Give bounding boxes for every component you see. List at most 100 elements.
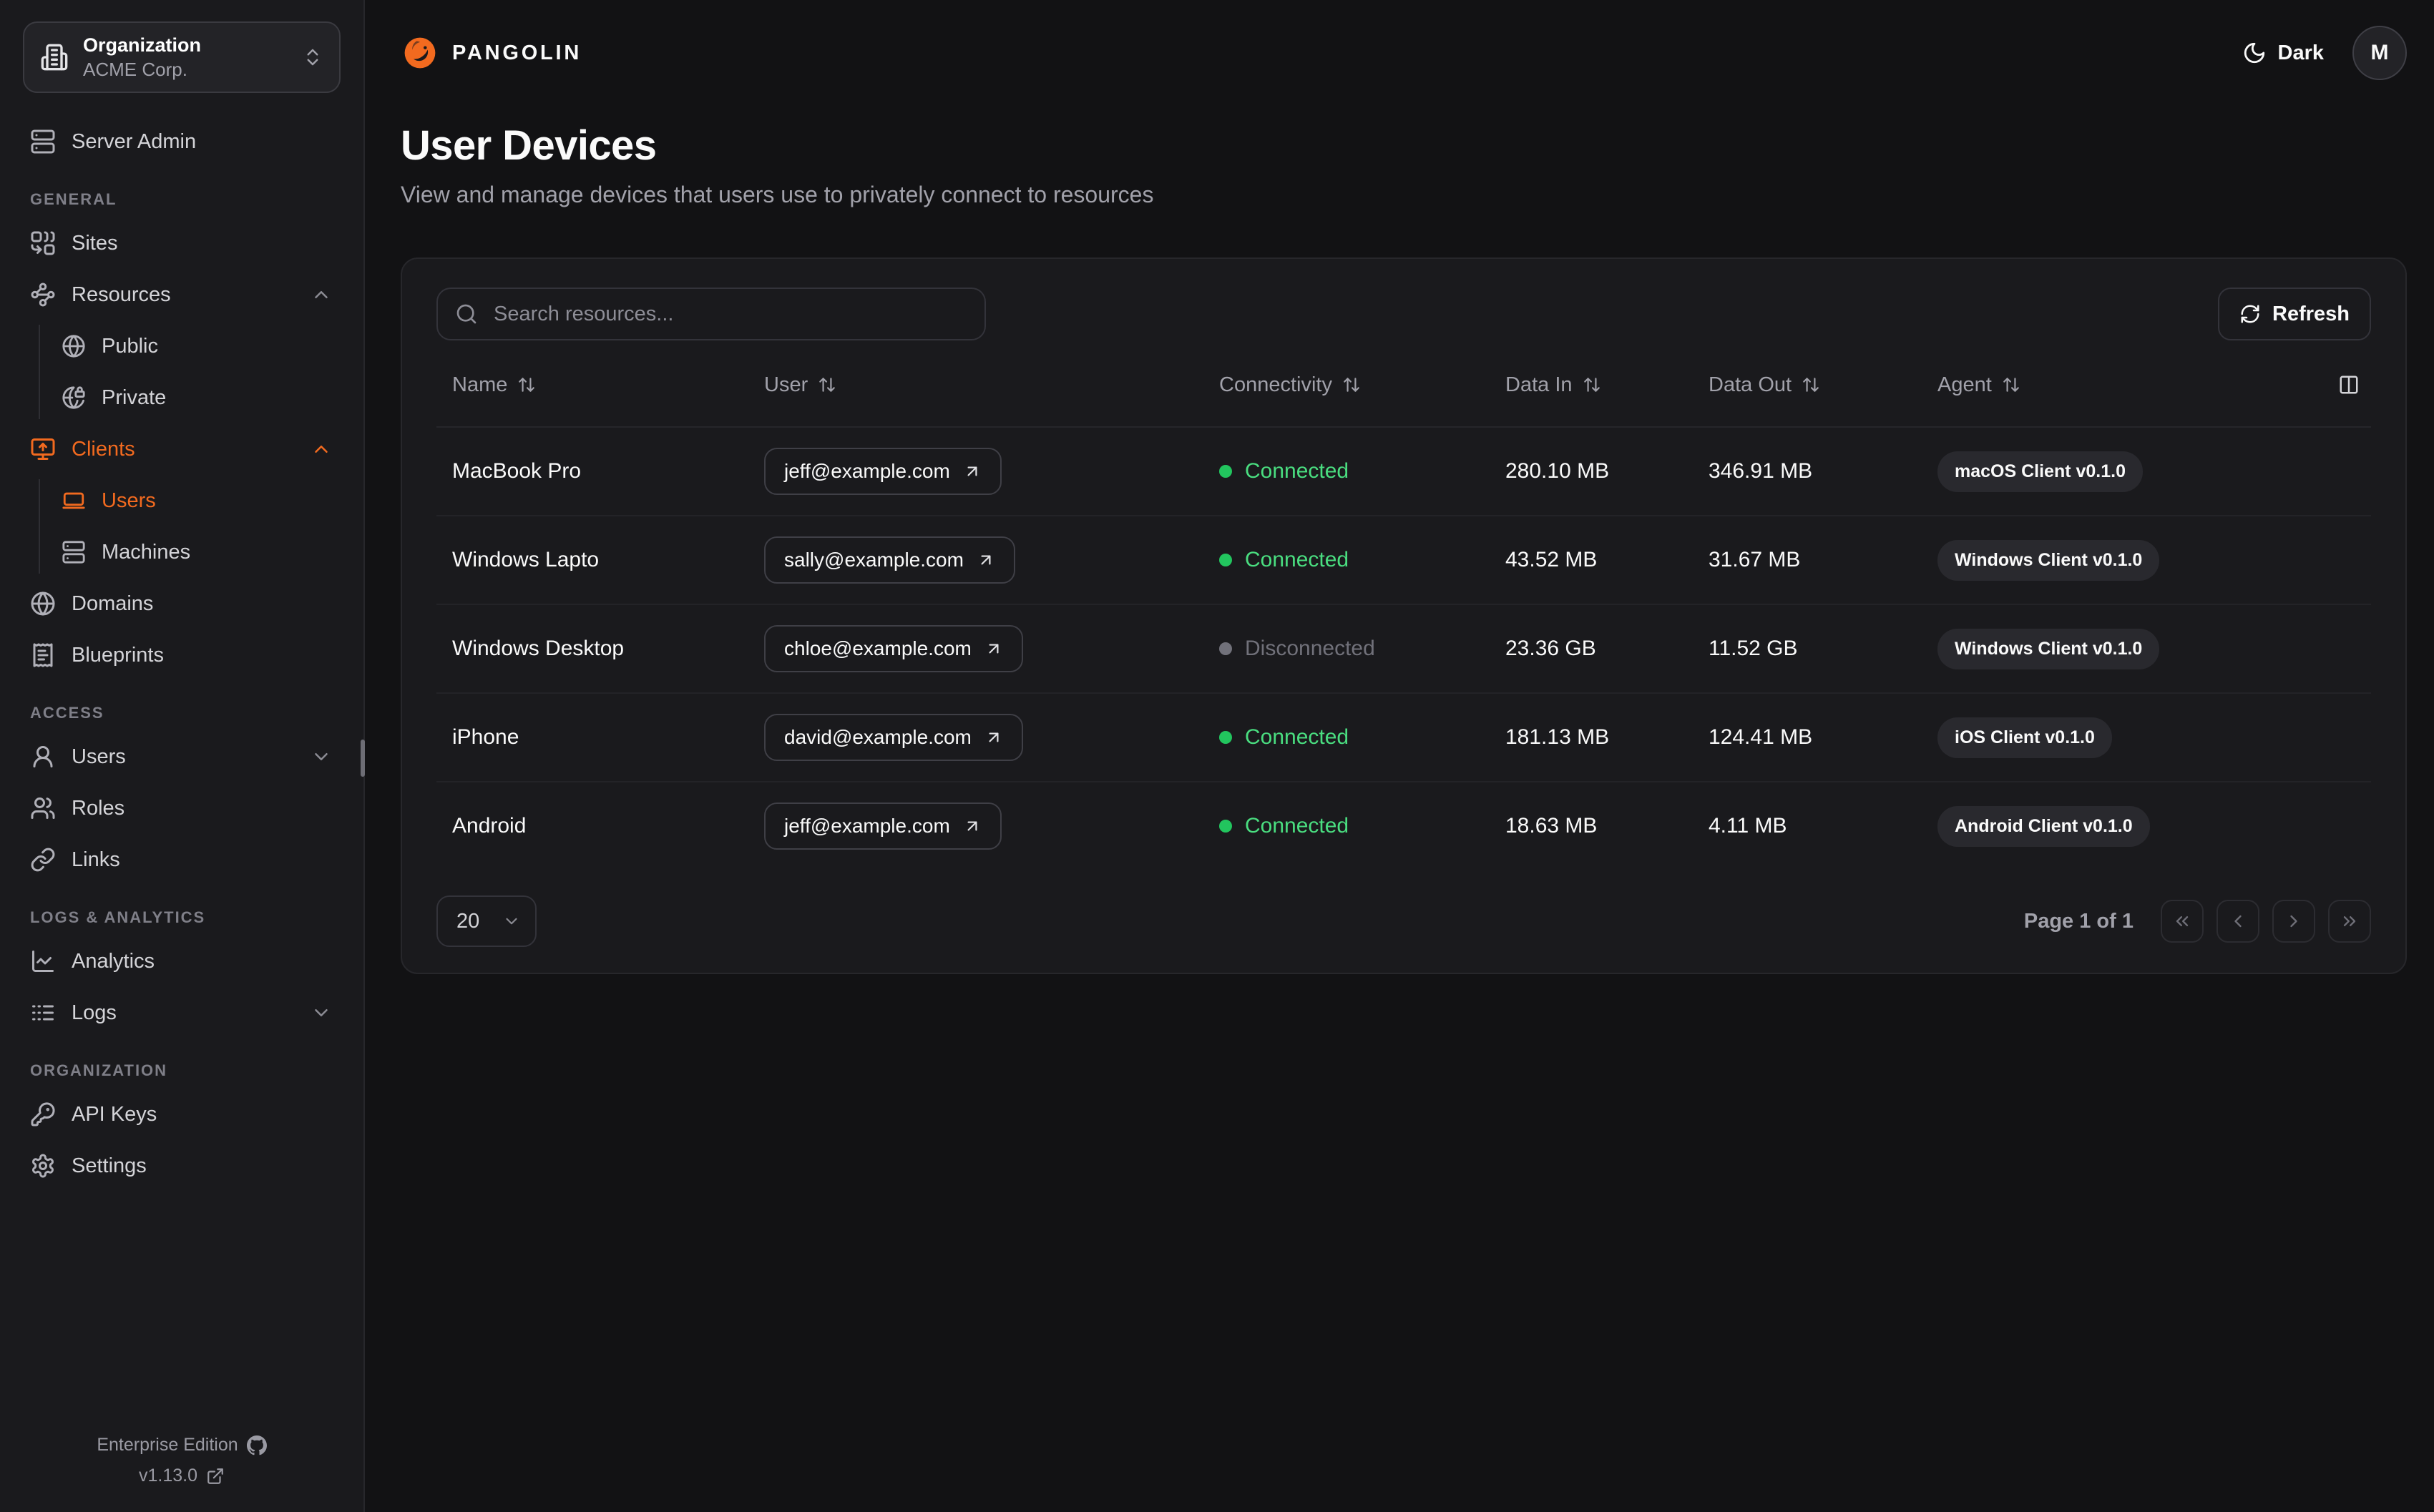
link-icon (30, 847, 56, 873)
version-link[interactable]: v1.13.0 (139, 1466, 225, 1486)
moon-icon (2242, 41, 2267, 65)
theme-toggle[interactable]: Dark (2242, 41, 2325, 65)
arrow-up-right-icon (984, 639, 1003, 658)
org-label: Organization (83, 34, 202, 56)
column-header-data-out[interactable]: Data Out (1693, 373, 1922, 397)
table-row: Android jeff@example.com Connected 18.63… (436, 782, 2371, 870)
sidebar-item-blueprints[interactable]: Blueprints (23, 629, 341, 681)
column-header-connectivity[interactable]: Connectivity (1203, 373, 1490, 397)
refresh-label: Refresh (2272, 302, 2350, 325)
data-in-value: 280.10 MB (1505, 459, 1610, 483)
status-label: Disconnected (1245, 637, 1375, 660)
first-page-button[interactable] (2161, 900, 2204, 943)
user-link[interactable]: chloe@example.com (764, 625, 1023, 672)
connectivity-status: Disconnected (1219, 637, 1490, 661)
sidebar-item-links[interactable]: Links (23, 834, 341, 885)
connectivity-status: Connected (1219, 459, 1490, 483)
sidebar-item-machines[interactable]: Machines (54, 526, 341, 578)
globe-icon (30, 591, 56, 617)
sidebar-item-private[interactable]: Private (54, 372, 341, 423)
sort-icon (517, 375, 536, 394)
sidebar-item-api-keys[interactable]: API Keys (23, 1089, 341, 1140)
data-out-value: 4.11 MB (1709, 814, 1787, 838)
user-email: sally@example.com (784, 549, 964, 571)
page-head: User Devices View and manage devices tha… (401, 120, 2407, 209)
users-icon (30, 795, 56, 821)
chevron-down-icon (502, 912, 521, 931)
user-link[interactable]: sally@example.com (764, 536, 1015, 584)
search-input[interactable] (491, 300, 967, 328)
topbar-right: Dark M (2242, 26, 2407, 80)
column-visibility-button[interactable] (2338, 374, 2360, 396)
column-label: Data Out (1709, 373, 1792, 396)
server-icon (62, 540, 86, 564)
sidebar-item-label: Domains (72, 591, 154, 615)
table-row: MacBook Pro jeff@example.com Connected 2… (436, 428, 2371, 516)
sidebar-scrollbar-thumb[interactable] (361, 740, 365, 777)
sidebar-item-client-users[interactable]: Users (54, 475, 341, 526)
org-texts: Organization ACME Corp. (83, 33, 201, 82)
sidebar-item-label: Resources (72, 283, 171, 306)
sidebar-item-label: API Keys (72, 1102, 157, 1126)
user-link[interactable]: jeff@example.com (764, 802, 1002, 850)
column-header-user[interactable]: User (748, 373, 1203, 397)
status-label: Connected (1245, 725, 1349, 749)
column-label: Name (452, 373, 508, 396)
sidebar-item-resources[interactable]: Resources (23, 269, 341, 320)
arrow-up-right-icon (963, 817, 982, 835)
sidebar-item-users[interactable]: Users (23, 731, 341, 782)
device-name: Windows Lapto (452, 548, 600, 571)
logs-icon (30, 1000, 56, 1026)
page-size-value: 20 (456, 909, 480, 933)
user-link[interactable]: jeff@example.com (764, 448, 1002, 495)
data-in-value: 43.52 MB (1505, 548, 1598, 571)
external-link-icon (206, 1467, 225, 1486)
data-in-value: 18.63 MB (1505, 814, 1598, 838)
refresh-button[interactable]: Refresh (2218, 288, 2371, 340)
theme-label: Dark (2277, 41, 2325, 64)
edition-label: Enterprise Edition (97, 1435, 238, 1455)
sidebar-item-analytics[interactable]: Analytics (23, 936, 341, 987)
sidebar-item-label: Users (72, 745, 126, 768)
avatar[interactable]: M (2352, 26, 2407, 80)
agent-badge: macOS Client v0.1.0 (1937, 451, 2144, 492)
section-label-logs-analytics: LOGS & ANALYTICS (30, 908, 206, 926)
sidebar-item-sites[interactable]: Sites (23, 217, 341, 269)
column-label: Data In (1505, 373, 1573, 396)
device-name: Android (452, 814, 527, 838)
sidebar-item-domains[interactable]: Domains (23, 578, 341, 629)
version-label: v1.13.0 (138, 1466, 197, 1486)
column-header-agent[interactable]: Agent (1922, 373, 2279, 397)
table-row: iPhone david@example.com Connected 181.1… (436, 694, 2371, 782)
sidebar-item-logs[interactable]: Logs (23, 987, 341, 1039)
column-header-name[interactable]: Name (436, 373, 748, 397)
arrow-up-right-icon (984, 728, 1003, 747)
sidebar-item-label: Logs (72, 1001, 117, 1024)
search-box (436, 288, 986, 340)
user-link[interactable]: david@example.com (764, 714, 1023, 761)
sidebar-item-roles[interactable]: Roles (23, 782, 341, 834)
sidebar-item-settings[interactable]: Settings (23, 1140, 341, 1192)
next-page-button[interactable] (2272, 900, 2315, 943)
avatar-initial: M (2370, 41, 2389, 64)
user-icon (30, 744, 56, 770)
sidebar-item-server-admin[interactable]: Server Admin (23, 116, 341, 167)
edition-link[interactable]: Enterprise Edition (97, 1435, 267, 1455)
last-page-button[interactable] (2328, 900, 2371, 943)
sidebar-item-label: Roles (72, 796, 125, 820)
page-size-select[interactable]: 20 (436, 895, 537, 947)
sidebar-item-label: Private (102, 386, 167, 409)
brand[interactable]: PANGOLIN (401, 34, 582, 72)
main-area: PANGOLIN Dark M User Devices View and ma… (365, 0, 2434, 1512)
user-email: jeff@example.com (784, 815, 950, 837)
data-out-value: 31.67 MB (1709, 548, 1801, 571)
previous-page-button[interactable] (2216, 900, 2259, 943)
sidebar-item-clients[interactable]: Clients (23, 423, 341, 475)
column-header-data-in[interactable]: Data In (1490, 373, 1693, 397)
org-selector[interactable]: Organization ACME Corp. (23, 21, 341, 93)
device-name: iPhone (452, 725, 519, 749)
data-out-value: 11.52 GB (1709, 637, 1798, 660)
sidebar-item-public[interactable]: Public (54, 320, 341, 372)
gear-icon (30, 1153, 56, 1179)
